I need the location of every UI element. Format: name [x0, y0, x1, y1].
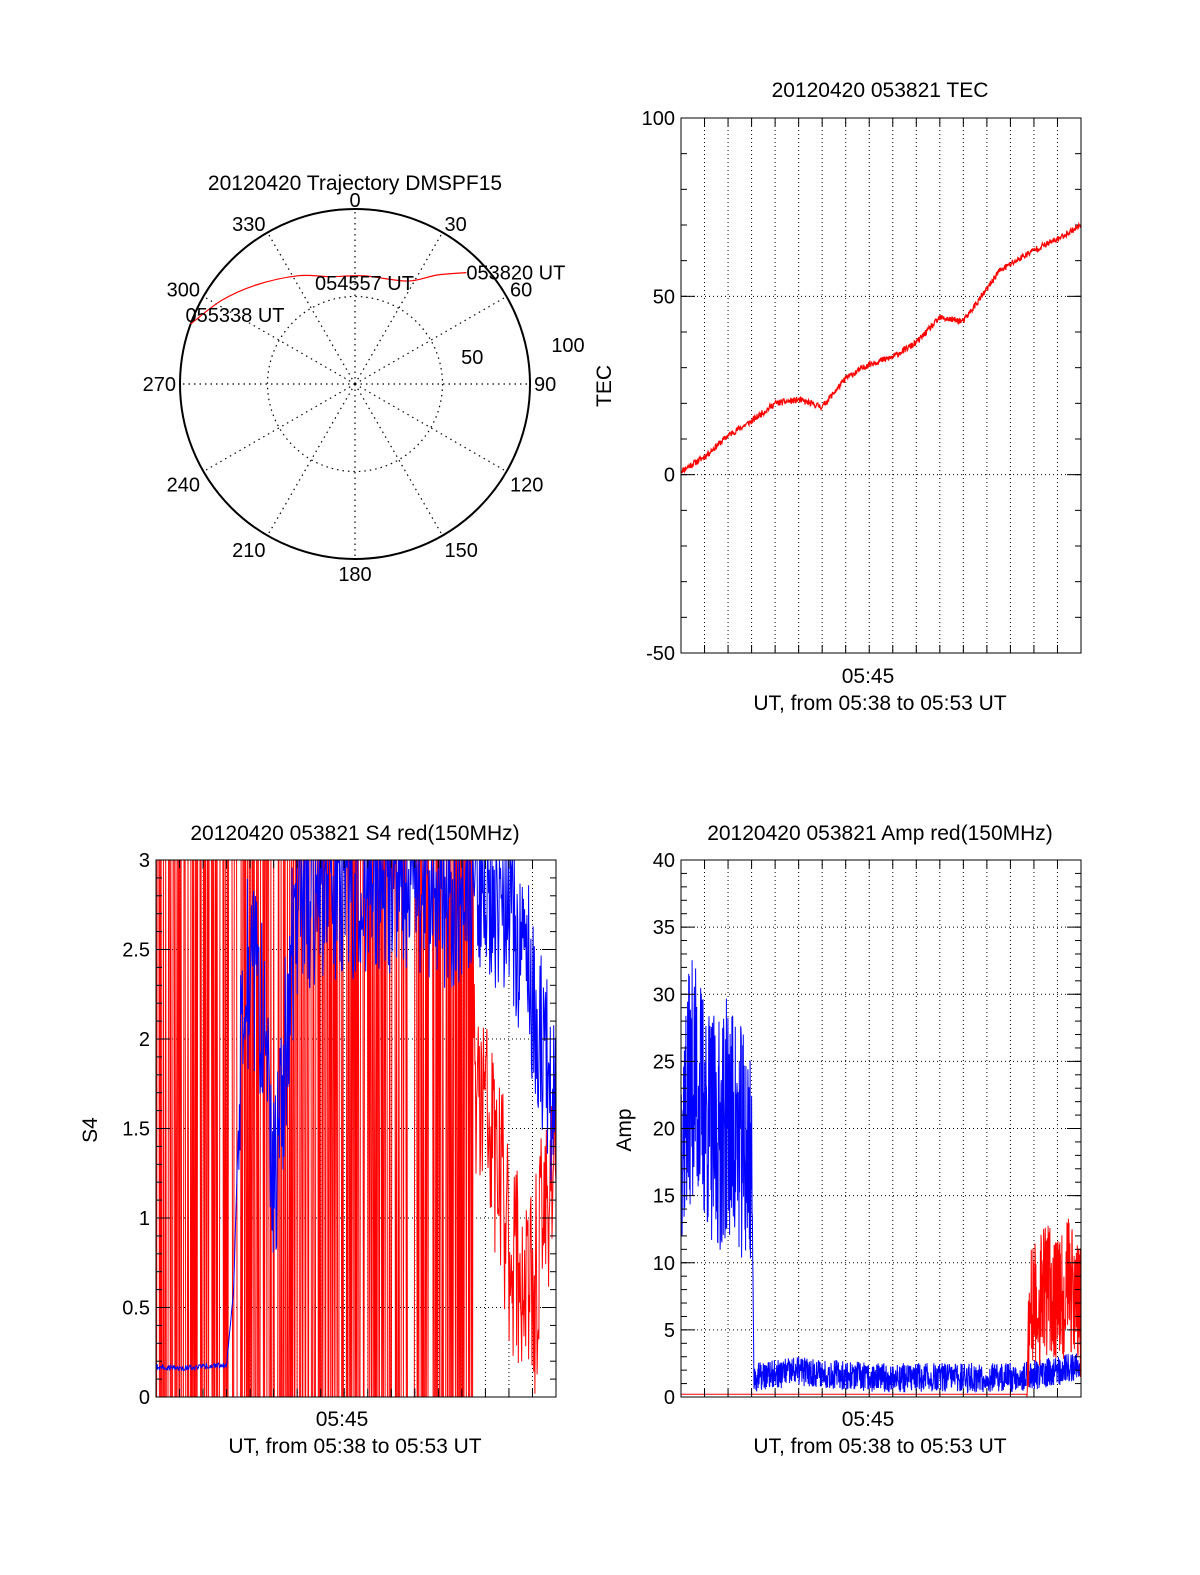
- trajectory-polar-plot: 20120420 Trajectory DMSPF15 0 30 60 90 120 15…: [143, 172, 585, 586]
- p3-ytick-label: 20: [653, 1119, 675, 1141]
- polar-azimuth-label-270: 270: [143, 374, 176, 396]
- p2-ytick-label: 1: [139, 1208, 150, 1230]
- tec-frame: [680, 117, 1082, 654]
- p3-ytick-label: 15: [653, 1186, 675, 1208]
- amp-title: 20120420 053821 Amp red(150MHz): [707, 822, 1053, 845]
- trajectory-start-label: 053820 UT: [466, 263, 565, 285]
- tec-y-axis-label: TEC: [593, 365, 616, 407]
- p3-ytick-label: 40: [653, 850, 675, 872]
- p2-ytick-label: 3: [139, 850, 150, 872]
- s4-plot: 20120420 053821 S4 red(150MHz) 0 0.5 1 1.5 2…: [79, 822, 557, 1458]
- amp-plot: 20120420 053821 Amp red(150MHz) 0 5 10 15 20…: [613, 822, 1082, 1458]
- amp-x-axis-label: UT, from 05:38 to 05:53 UT: [753, 1435, 1006, 1458]
- amp-frame: [680, 859, 1082, 1398]
- polar-azimuth-label-90: 90: [534, 374, 556, 396]
- amp-y-axis-label: Amp: [613, 1108, 636, 1151]
- polar-grid: [180, 209, 530, 559]
- amp-grid: [681, 860, 1081, 1397]
- tec-x-tick-label: 05:45: [842, 665, 895, 688]
- polar-azimuth-label-300: 300: [167, 280, 200, 302]
- polar-azimuth-label-30: 30: [445, 214, 467, 236]
- p3-ytick-label: 0: [664, 1387, 675, 1409]
- polar-outer-circle: [179, 208, 531, 560]
- p2-ytick-label: 2: [139, 1029, 150, 1051]
- trajectory-end-label: 055338 UT: [186, 305, 285, 327]
- p3-series-0: [680, 960, 1082, 1394]
- p3-ytick-label: 25: [653, 1051, 675, 1073]
- polar-azimuth-labels: 0 30 60 90 120 150 180 210 240 270 300 330: [143, 190, 557, 586]
- polar-grid-circle-50: [266, 295, 444, 473]
- s4-x-tick-label: 05:45: [316, 1408, 369, 1431]
- amp-y-tick-labels: 0 5 10 15 20 25 30 35 40: [653, 850, 675, 1409]
- polar-azimuth-label-240: 240: [167, 475, 200, 497]
- p1-series-0: [680, 221, 1082, 474]
- tec-x-axis-label: UT, from 05:38 to 05:53 UT: [753, 692, 1006, 715]
- s4-x-axis-label: UT, from 05:38 to 05:53 UT: [228, 1435, 481, 1458]
- p1-ytick-label: 0: [664, 465, 675, 487]
- polar-azimuth-label-210: 210: [232, 540, 265, 562]
- polar-azimuth-label-120: 120: [510, 475, 543, 497]
- polar-azimuth-label-60: 60: [510, 280, 532, 302]
- p2-ytick-label: 0: [139, 1387, 150, 1409]
- tec-title: 20120420 053821 TEC: [772, 79, 989, 102]
- p3-ytick-label: 5: [664, 1320, 675, 1342]
- s4-frame: [155, 859, 557, 1398]
- p3-ytick-label: 10: [653, 1253, 675, 1275]
- polar-azimuth-label-330: 330: [232, 214, 265, 236]
- p2-ytick-label: 2.5: [122, 940, 150, 962]
- p1-ytick-label: 50: [653, 286, 675, 308]
- p3-ytick-label: 30: [653, 984, 675, 1006]
- s4-y-tick-labels: 0 0.5 1 1.5 2 2.5 3: [122, 850, 150, 1409]
- trajectory-mid-label: 054557 UT: [315, 273, 414, 295]
- p3-ytick-label: 35: [653, 917, 675, 939]
- tec-grid: [681, 118, 1081, 653]
- polar-radial-label-100: 100: [551, 335, 584, 357]
- polar-azimuth-label-150: 150: [445, 540, 478, 562]
- amp-series: [680, 960, 1082, 1398]
- s4-y-axis-label: S4: [79, 1117, 102, 1143]
- tec-series: [680, 221, 1082, 474]
- p1-ytick-label: -50: [646, 643, 675, 665]
- polar-azimuth-label-0: 0: [349, 190, 360, 212]
- polar-azimuth-label-180: 180: [338, 564, 371, 586]
- polar-radial-label-50: 50: [461, 347, 483, 369]
- p1-ytick-label: 100: [642, 108, 675, 130]
- p2-ytick-label: 1.5: [122, 1119, 150, 1141]
- tec-y-tick-labels: -50 0 50 100: [642, 108, 675, 665]
- p3-series-1: [681, 1218, 1082, 1398]
- trajectory-line: [190, 272, 467, 325]
- polar-title: 20120420 Trajectory DMSPF15: [208, 172, 502, 195]
- amp-x-tick-label: 05:45: [842, 1408, 895, 1431]
- p2-ytick-label: 0.5: [122, 1298, 150, 1320]
- s4-title: 20120420 053821 S4 red(150MHz): [190, 822, 519, 845]
